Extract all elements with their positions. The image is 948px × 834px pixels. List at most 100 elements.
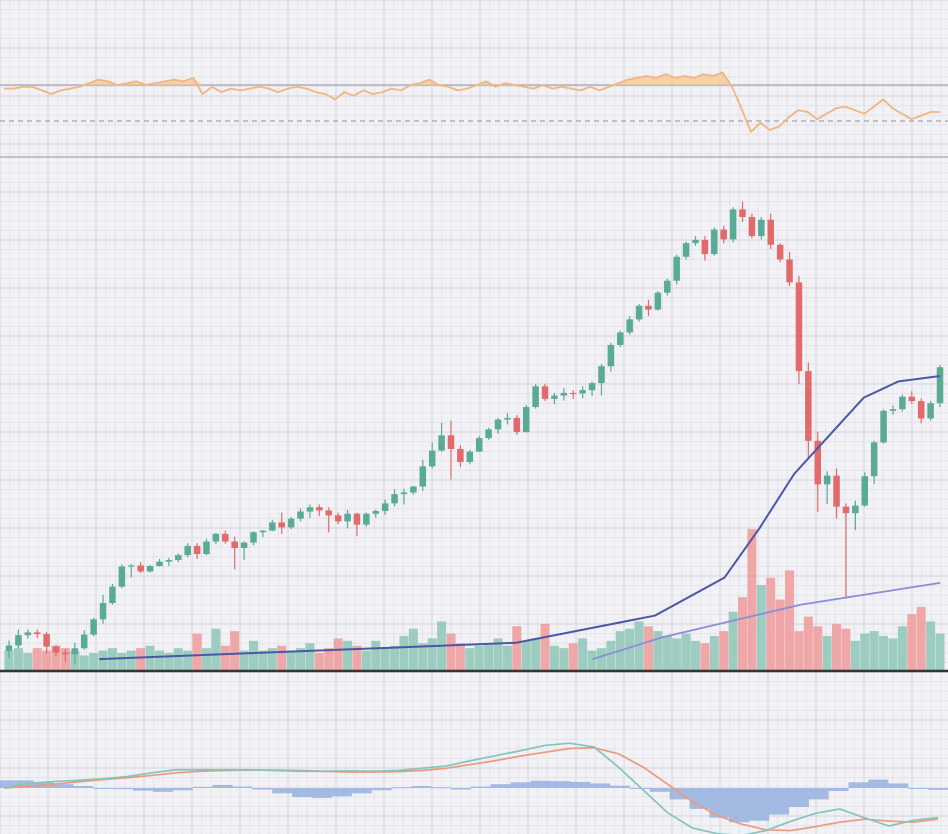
macd-histogram-bar — [550, 781, 571, 788]
candle-down — [701, 239, 709, 255]
volume-bar — [531, 638, 541, 670]
candle-down — [842, 506, 850, 514]
volume-bar — [775, 599, 785, 670]
candle-up — [466, 451, 474, 463]
macd-histogram-bar — [133, 788, 154, 791]
candle-up — [927, 403, 934, 419]
candle-down — [739, 209, 746, 218]
candle-up — [184, 545, 191, 556]
candle-up — [438, 435, 445, 451]
candle-up — [128, 565, 135, 567]
macd-histogram-bar — [411, 786, 432, 788]
macd-panel — [0, 742, 948, 834]
volume-bar — [277, 645, 287, 670]
volume-bar — [258, 650, 268, 670]
volume-bar — [220, 645, 230, 670]
volume-bar — [860, 633, 870, 670]
volume-bar — [446, 633, 456, 670]
volume-bar — [756, 585, 766, 670]
macd-histogram-bar — [908, 788, 929, 789]
candle-up — [5, 645, 13, 651]
volume-bar — [418, 643, 428, 670]
candle-up — [504, 417, 511, 420]
macd-histogram-bar — [331, 788, 352, 797]
macd-histogram-bar — [311, 788, 332, 798]
candle-up — [428, 450, 436, 467]
candle-down — [541, 386, 549, 399]
candle-down — [62, 652, 69, 655]
macd-signal-line — [3, 746, 939, 832]
volume-bar — [935, 633, 945, 670]
volume-bar — [606, 640, 616, 670]
macd-histogram-bar — [212, 784, 233, 788]
volume-bar — [390, 645, 400, 670]
candle-down — [447, 435, 455, 449]
volume-bar — [465, 648, 475, 670]
candle-down — [193, 545, 201, 555]
macd-histogram-bar — [749, 788, 770, 821]
candle-up — [758, 219, 765, 237]
macd-histogram-bar — [590, 783, 611, 788]
macd-histogram-bar — [451, 788, 472, 790]
macd-histogram-bar — [93, 788, 114, 789]
candle-up — [80, 634, 88, 649]
candle-up — [673, 256, 680, 281]
slow-moving-average-line — [592, 581, 941, 660]
candle-down — [776, 244, 784, 260]
candle-up — [494, 419, 502, 430]
volume-bar — [690, 640, 700, 670]
candle-up — [400, 492, 408, 495]
volume-bar — [888, 638, 898, 670]
candle-down — [513, 417, 521, 433]
candle-up — [560, 392, 568, 396]
candle-down — [222, 533, 229, 542]
volume-bar — [549, 645, 559, 670]
volume-bar — [672, 638, 682, 670]
candle-up — [99, 603, 107, 620]
macd-histogram-bar — [152, 788, 173, 792]
volume-bar — [239, 650, 249, 670]
candle-up — [165, 560, 173, 562]
volume-bar — [578, 638, 588, 670]
candle-down — [33, 632, 41, 635]
candle-up — [90, 619, 97, 635]
macd-histogram-bar — [431, 787, 452, 789]
volume-bar — [474, 645, 484, 670]
candle-up — [654, 292, 662, 310]
candle-up — [617, 332, 624, 345]
candle-down — [814, 440, 821, 485]
macd-histogram-bar — [928, 788, 948, 790]
volume-bar — [324, 648, 334, 670]
rsi-panel — [0, 71, 948, 158]
macd-histogram-bar — [828, 788, 849, 792]
candle-up — [936, 367, 944, 404]
macd-histogram-bar — [510, 782, 531, 788]
candle-up — [532, 386, 539, 408]
volume-bar — [23, 653, 33, 670]
candle-down — [908, 396, 916, 402]
fast-moving-average-line — [99, 375, 941, 661]
candle-up — [287, 518, 295, 528]
volume-bar — [681, 633, 691, 670]
volume-bar — [399, 636, 409, 670]
candle-up — [579, 390, 586, 394]
macd-histogram-bar — [649, 788, 670, 792]
volume-bar — [493, 638, 503, 670]
volume-bar — [164, 653, 174, 670]
volume-bar — [361, 650, 371, 670]
candle-down — [917, 401, 925, 419]
macd-histogram-bar — [0, 780, 14, 788]
candle-up — [372, 511, 380, 514]
volume-bar — [803, 616, 813, 670]
candle-up — [156, 561, 163, 567]
candle-up — [24, 632, 32, 636]
candle-up — [475, 438, 483, 452]
candle-up — [635, 305, 643, 320]
candle-down — [457, 448, 464, 463]
macd-histogram-bar — [868, 779, 889, 788]
volume-bar — [916, 606, 926, 670]
candle-up — [259, 530, 267, 533]
candle-down — [805, 371, 812, 441]
macd-histogram-bar — [788, 788, 809, 807]
